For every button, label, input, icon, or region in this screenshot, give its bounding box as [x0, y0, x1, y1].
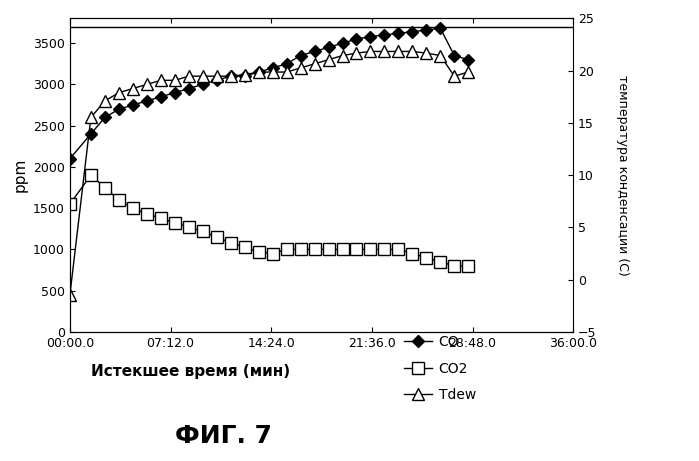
- Y-axis label: температура конденсации (С): температура конденсации (С): [616, 75, 629, 276]
- Text: Истекшее время (мин): Истекшее время (мин): [91, 364, 290, 378]
- Y-axis label: ppm: ppm: [13, 158, 27, 192]
- Legend: CO, CO2, Tdew: CO, CO2, Tdew: [398, 330, 482, 408]
- Text: ФИГ. 7: ФИГ. 7: [175, 424, 272, 448]
